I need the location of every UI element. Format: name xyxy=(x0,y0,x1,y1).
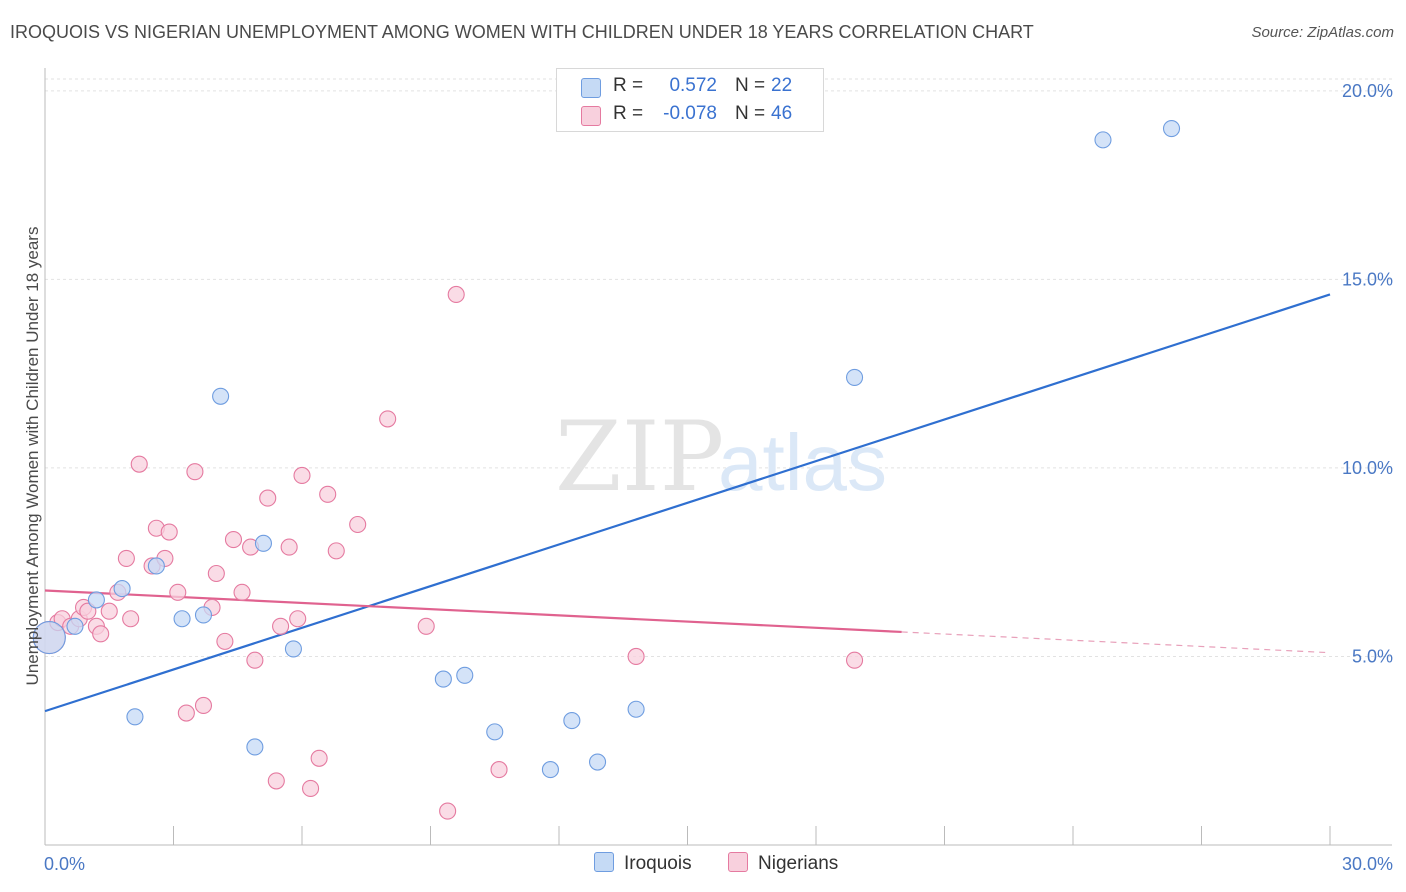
y-tick-label: 10.0% xyxy=(1342,458,1393,478)
point-nigerians xyxy=(233,583,251,601)
point-iroquois xyxy=(254,534,273,552)
point-nigerians xyxy=(319,485,337,503)
source-label: Source: ZipAtlas.com xyxy=(1251,24,1394,41)
legend-r-value: 0.572 xyxy=(669,75,717,96)
point-nigerians xyxy=(439,802,457,820)
data-points xyxy=(32,120,1181,820)
legend-swatch-iroquois xyxy=(581,78,601,98)
iroquois-label: Iroquois xyxy=(624,853,692,874)
point-nigerians xyxy=(100,602,118,620)
point-iroquois xyxy=(32,621,66,655)
point-nigerians xyxy=(302,779,320,797)
y-tick-label: 20.0% xyxy=(1342,81,1393,101)
point-iroquois xyxy=(1094,131,1112,149)
point-iroquois xyxy=(173,610,191,628)
trend-lines xyxy=(44,293,1331,713)
y-tick-label: 5.0% xyxy=(1352,646,1393,666)
point-iroquois xyxy=(246,738,264,756)
trend-line-nigerians xyxy=(44,589,902,634)
legend-n-label: N = xyxy=(735,103,766,124)
point-iroquois xyxy=(456,666,474,684)
point-iroquois xyxy=(845,368,864,386)
legend-n-value: 22 xyxy=(771,75,793,96)
point-iroquois xyxy=(563,712,581,730)
legend-r-value: -0.078 xyxy=(663,103,717,124)
point-iroquois xyxy=(541,761,559,779)
correlation-legend: R = 0.572 N = 22 R = -0.078 N = 46 xyxy=(556,68,824,132)
point-iroquois xyxy=(284,640,302,658)
point-nigerians xyxy=(122,610,140,628)
point-nigerians xyxy=(117,549,135,567)
point-iroquois xyxy=(627,700,645,718)
watermark-zip: ZIP xyxy=(555,401,724,513)
x-tick-label: 0.0% xyxy=(44,854,85,874)
point-iroquois xyxy=(126,708,144,726)
point-nigerians xyxy=(627,647,645,666)
axes xyxy=(44,68,1392,846)
point-nigerians xyxy=(224,531,243,549)
trend-line-iroquois xyxy=(44,293,1331,713)
point-iroquois xyxy=(588,753,607,771)
series-legend: Iroquois Nigerians xyxy=(0,852,1406,878)
legend-swatch-nigerians xyxy=(581,106,601,126)
y-tick-labels: 5.0% 10.0% 15.0% 20.0% xyxy=(1342,81,1393,667)
legend-row-iroquois: R = 0.572 N = 22 xyxy=(557,73,823,101)
point-nigerians xyxy=(349,515,367,534)
x-tick-label: 30.0% xyxy=(1342,854,1393,874)
iroquois-swatch xyxy=(594,852,614,872)
point-iroquois xyxy=(212,387,230,405)
point-nigerians xyxy=(194,696,213,715)
point-nigerians xyxy=(293,466,311,485)
point-iroquois xyxy=(87,591,105,609)
y-axis-label: Unemployment Among Women with Children U… xyxy=(23,227,42,686)
point-nigerians xyxy=(327,542,345,560)
point-nigerians xyxy=(169,583,187,601)
point-nigerians xyxy=(177,704,195,722)
point-nigerians xyxy=(92,625,110,643)
legend-row-nigerians: R = -0.078 N = 46 xyxy=(557,101,823,129)
point-iroquois xyxy=(147,557,165,575)
point-nigerians xyxy=(272,617,290,635)
legend-n-label: N = xyxy=(735,75,766,96)
grid-lines xyxy=(45,78,1392,657)
legend-item-nigerians[interactable]: Nigerians xyxy=(728,852,838,875)
zipatlas-watermark: ZIP atlas xyxy=(555,401,887,513)
point-nigerians xyxy=(417,617,435,635)
point-iroquois xyxy=(66,617,84,635)
legend-n-value: 46 xyxy=(771,103,793,124)
point-nigerians xyxy=(246,651,264,669)
legend-r-label: R = xyxy=(613,103,644,124)
point-nigerians xyxy=(216,632,234,650)
x-tick-labels: 0.0% 30.0% xyxy=(44,854,1393,874)
point-iroquois xyxy=(1162,120,1181,138)
point-nigerians xyxy=(280,538,298,556)
y-tick-label: 15.0% xyxy=(1342,269,1393,289)
point-nigerians xyxy=(379,410,397,428)
nigerians-swatch xyxy=(728,852,748,872)
point-iroquois xyxy=(486,723,504,741)
point-nigerians xyxy=(259,489,277,507)
legend-r-label: R = xyxy=(613,75,644,96)
trend-line-dashed-nigerians xyxy=(901,631,1331,654)
point-nigerians xyxy=(207,564,225,583)
point-nigerians xyxy=(310,749,328,767)
point-nigerians xyxy=(267,772,285,790)
point-nigerians xyxy=(79,602,97,620)
chart-title: IROQUOIS VS NIGERIAN UNEMPLOYMENT AMONG … xyxy=(10,22,1034,42)
point-iroquois xyxy=(113,580,131,598)
watermark-atlas: atlas xyxy=(718,418,887,507)
point-iroquois xyxy=(194,606,213,624)
point-nigerians xyxy=(447,285,465,304)
point-nigerians xyxy=(186,463,204,481)
point-nigerians xyxy=(130,455,148,473)
point-iroquois xyxy=(434,670,452,688)
nigerians-label: Nigerians xyxy=(758,853,839,874)
point-nigerians xyxy=(490,761,508,779)
legend-item-iroquois[interactable]: Iroquois xyxy=(594,852,692,875)
point-nigerians xyxy=(289,610,307,628)
point-nigerians xyxy=(845,651,864,669)
point-nigerians xyxy=(160,523,178,541)
